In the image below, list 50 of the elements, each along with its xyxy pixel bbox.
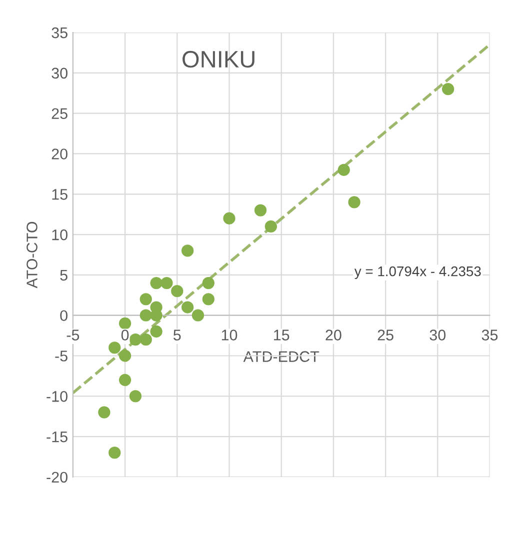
- point: [181, 244, 194, 257]
- x-tick-label: 20: [326, 330, 342, 340]
- y-tick-label: -10: [46, 391, 68, 402]
- y-axis-title: ATO-CTO: [26, 222, 38, 288]
- point: [150, 325, 162, 338]
- point: [192, 309, 204, 322]
- point: [140, 334, 152, 346]
- point: [202, 276, 214, 290]
- point: [202, 293, 214, 306]
- point: [264, 220, 277, 233]
- x-tick-label: 25: [378, 330, 394, 340]
- point: [442, 83, 454, 96]
- y-tick-label: 25: [52, 108, 68, 120]
- point: [223, 212, 236, 224]
- x-tick-label: 0: [121, 330, 129, 340]
- text: ONIKU: [182, 50, 254, 68]
- point: [254, 204, 267, 216]
- point: [171, 285, 184, 298]
- point: [98, 406, 110, 418]
- x-tick-label: 10: [222, 330, 238, 340]
- point: [338, 164, 350, 176]
- y-tick-label: 5: [60, 270, 68, 281]
- point: [118, 350, 132, 362]
- x-axis-title: ATD-EDCT: [243, 351, 320, 362]
- y-tick-label: -5: [55, 350, 68, 362]
- point: [348, 196, 360, 208]
- point: [140, 309, 152, 322]
- point: [108, 342, 121, 354]
- point: [129, 390, 142, 402]
- x-tick-label: 5: [174, 330, 181, 340]
- point: [129, 334, 142, 346]
- y-tick-label: 20: [52, 148, 68, 160]
- y-tick-label: -15: [46, 432, 68, 442]
- point: [118, 374, 132, 386]
- x-tick-label: 30: [430, 330, 446, 340]
- y-tick-label: 0: [60, 310, 68, 322]
- point: [140, 293, 152, 306]
- point: [150, 276, 162, 290]
- y-tick-label: 30: [52, 68, 68, 79]
- y-tick-label: 15: [52, 189, 68, 200]
- point: [160, 276, 173, 290]
- x-tick-label: 15: [274, 330, 290, 340]
- annotation: y = 1.0794x - 4.2353: [354, 266, 481, 279]
- point: [108, 446, 121, 459]
- point: [181, 301, 194, 314]
- y-tick-label: 10: [52, 229, 68, 240]
- y-tick-label: -20: [46, 472, 68, 483]
- x-tick-label: 35: [482, 330, 498, 340]
- point: [118, 317, 132, 330]
- y-tick-label: 35: [52, 27, 68, 38]
